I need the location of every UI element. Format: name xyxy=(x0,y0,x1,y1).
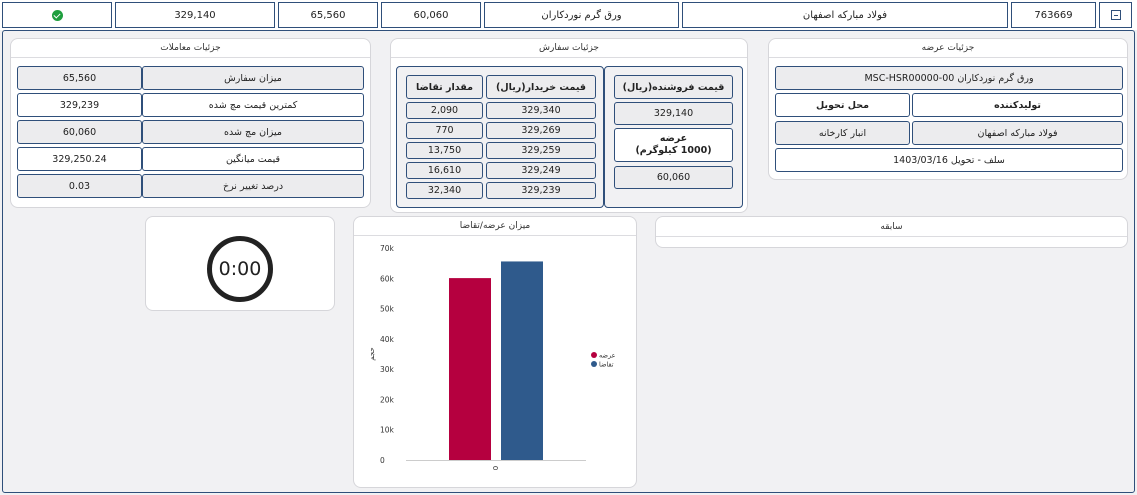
supply-header: عرضه (1000 کیلوگرم) xyxy=(614,128,733,162)
bid-price: 329,340 xyxy=(486,102,596,119)
bar-demand xyxy=(501,261,543,460)
expand-button[interactable] xyxy=(1099,2,1132,28)
supply-header-line1: عرضه xyxy=(659,133,688,144)
delivery-terms: سلف - تحویل 1403/03/16 xyxy=(775,148,1123,172)
y-axis-label: حجم xyxy=(368,347,376,361)
trade-label: درصد تغییر نرخ xyxy=(142,174,364,198)
trade-label: میزان مچ شده xyxy=(142,120,364,144)
minus-square-icon xyxy=(1110,10,1121,20)
trade-value: 0.03 xyxy=(17,174,142,198)
y-tick-label: 60k xyxy=(380,274,395,283)
producer-label: تولیدکننده xyxy=(912,93,1123,117)
bid-qty: 13,750 xyxy=(406,142,483,159)
legend-swatch xyxy=(591,352,597,358)
bid-qty: 32,340 xyxy=(406,182,483,199)
x-tick-label: 0 xyxy=(492,466,500,470)
trade-label: کمترین قیمت مچ شده xyxy=(142,93,364,117)
buyer-price-header: قیمت خریدار(ریال) xyxy=(486,75,596,99)
order-details-panel: جزئیات سفارش قیمت فروشنده(ریال) 329,140 … xyxy=(390,38,748,213)
seller-price: 329,140 xyxy=(614,102,733,125)
demand-qty-header: مقدار تقاضا xyxy=(406,75,483,99)
offer-details-panel: جزئیات عرضه ورق گرم نوردکاران 00-MSC-HSR… xyxy=(768,38,1128,180)
trades-panel: جزئیات معاملات میزان سفارش 65,560 کمترین… xyxy=(10,38,371,208)
timer-panel: 0:00 xyxy=(145,216,335,311)
y-tick-label: 70k xyxy=(380,244,395,253)
chart-panel: میزان عرضه/تقاضا 0 10k 20k 30k 40k 50k 60k 70k ح… xyxy=(353,216,637,488)
check-circle-icon xyxy=(51,9,63,21)
trades-title: جزئیات معاملات xyxy=(11,39,370,58)
bid-price: 329,259 xyxy=(486,142,596,159)
trade-value: 329,250.24 xyxy=(17,147,142,171)
bid-price: 329,249 xyxy=(486,162,596,179)
offer-details-title: جزئیات عرضه xyxy=(769,39,1127,58)
last-price-cell: 329,140 xyxy=(115,2,275,28)
seller-section: قیمت فروشنده(ریال) 329,140 عرضه (1000 کی… xyxy=(604,66,743,208)
legend-label: تقاضا xyxy=(599,361,614,369)
delivery-label: محل تحویل xyxy=(775,93,910,117)
producer-value: فولاد مبارکه اصفهان xyxy=(912,121,1123,145)
chart-title: میزان عرضه/تقاضا xyxy=(354,217,636,236)
product-cell: ورق گرم نوردکاران xyxy=(484,2,679,28)
bid-qty: 2,090 xyxy=(406,102,483,119)
order-qty-cell: 65,560 xyxy=(278,2,378,28)
supply-value: 60,060 xyxy=(614,166,733,189)
history-title: سابقه xyxy=(656,217,1127,237)
bid-price: 329,269 xyxy=(486,122,596,139)
bar-supply xyxy=(449,278,491,460)
legend-label: عرضه xyxy=(599,352,616,360)
trade-label: میزان سفارش xyxy=(142,66,364,90)
y-tick-label: 0 xyxy=(380,456,385,465)
bid-qty: 16,610 xyxy=(406,162,483,179)
y-tick-label: 20k xyxy=(380,395,395,404)
delivery-value: انبار کارخانه xyxy=(775,121,910,145)
status-cell xyxy=(2,2,112,28)
y-tick-label: 40k xyxy=(380,335,395,344)
y-tick-label: 10k xyxy=(380,426,395,435)
seller-price-header: قیمت فروشنده(ریال) xyxy=(614,75,733,99)
code-cell: 763669 xyxy=(1011,2,1096,28)
product-code: ورق گرم نوردکاران 00-MSC-HSR00000 xyxy=(775,66,1123,90)
order-details-title: جزئیات سفارش xyxy=(391,39,747,58)
y-tick-label: 50k xyxy=(380,305,395,314)
countdown-timer: 0:00 xyxy=(207,236,273,302)
bid-qty: 770 xyxy=(406,122,483,139)
trade-label: قیمت میانگین xyxy=(142,147,364,171)
trade-value: 329,239 xyxy=(17,93,142,117)
history-panel: سابقه xyxy=(655,216,1128,248)
legend-swatch xyxy=(591,361,597,367)
bid-price: 329,239 xyxy=(486,182,596,199)
offer-qty-cell: 60,060 xyxy=(381,2,481,28)
top-row: 329,140 65,560 60,060 ورق گرم نوردکاران … xyxy=(0,0,1137,30)
y-tick-label: 30k xyxy=(380,365,395,374)
trade-value: 65,560 xyxy=(17,66,142,90)
supply-header-line2: (1000 کیلوگرم) xyxy=(635,145,712,156)
producer-cell: فولاد مبارکه اصفهان xyxy=(682,2,1008,28)
buyer-section: قیمت خریدار(ریال) مقدار تقاضا 329,340 2,… xyxy=(396,66,604,208)
trade-value: 60,060 xyxy=(17,120,142,144)
